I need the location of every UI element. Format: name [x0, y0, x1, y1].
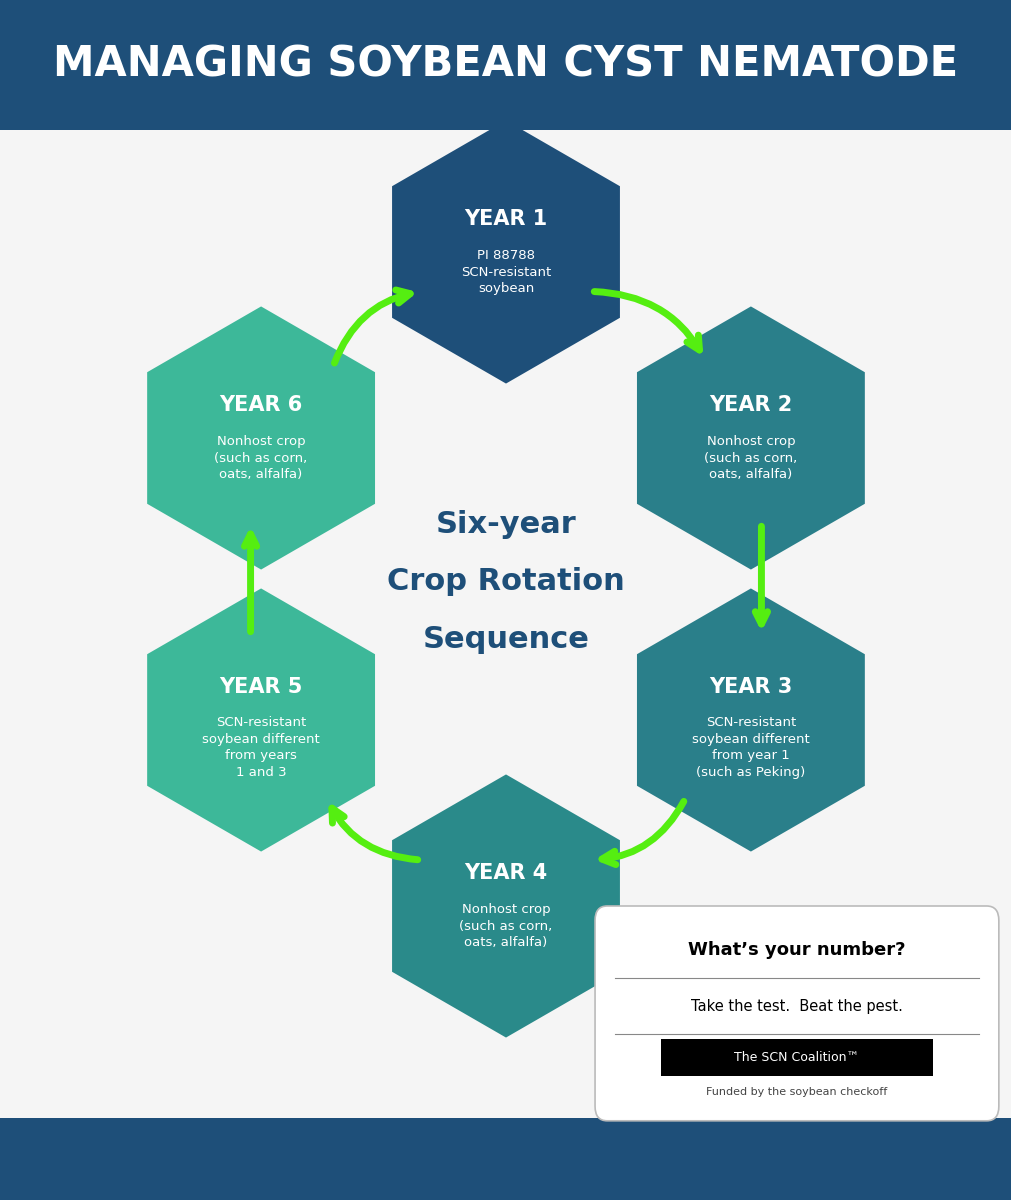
Text: YEAR 3: YEAR 3 — [709, 677, 792, 697]
Text: Nonhost crop
(such as corn,
oats, alfalfa): Nonhost crop (such as corn, oats, alfalf… — [459, 904, 552, 949]
Text: Nonhost crop
(such as corn,
oats, alfalfa): Nonhost crop (such as corn, oats, alfalf… — [704, 436, 797, 481]
FancyBboxPatch shape — [660, 1039, 932, 1076]
Text: Take the test.  Beat the pest.: Take the test. Beat the pest. — [691, 1000, 902, 1014]
Text: PI 88788
SCN-resistant
soybean: PI 88788 SCN-resistant soybean — [460, 250, 551, 295]
Text: Crop Rotation: Crop Rotation — [387, 568, 624, 596]
Text: YEAR 6: YEAR 6 — [219, 395, 302, 415]
FancyBboxPatch shape — [0, 1118, 1011, 1200]
Text: Nonhost crop
(such as corn,
oats, alfalfa): Nonhost crop (such as corn, oats, alfalf… — [214, 436, 307, 481]
Polygon shape — [636, 588, 864, 852]
Text: YEAR 2: YEAR 2 — [709, 395, 792, 415]
FancyBboxPatch shape — [0, 0, 1011, 130]
Text: The SCN Coalition™: The SCN Coalition™ — [734, 1051, 858, 1064]
Polygon shape — [636, 306, 864, 570]
Polygon shape — [147, 306, 375, 570]
Text: SCN-resistant
soybean different
from years
1 and 3: SCN-resistant soybean different from yea… — [202, 716, 319, 779]
Text: Funded by the soybean checkoff: Funded by the soybean checkoff — [706, 1087, 887, 1097]
Text: Sequence: Sequence — [423, 625, 588, 654]
Text: What’s your number?: What’s your number? — [687, 941, 905, 960]
Text: YEAR 1: YEAR 1 — [464, 209, 547, 229]
Text: YEAR 5: YEAR 5 — [219, 677, 302, 697]
Polygon shape — [391, 774, 620, 1038]
FancyBboxPatch shape — [594, 906, 998, 1121]
Text: SCN-resistant
soybean different
from year 1
(such as Peking): SCN-resistant soybean different from yea… — [692, 716, 809, 779]
Polygon shape — [391, 120, 620, 384]
Polygon shape — [147, 588, 375, 852]
Text: MANAGING SOYBEAN CYST NEMATODE: MANAGING SOYBEAN CYST NEMATODE — [54, 43, 957, 85]
Text: YEAR 4: YEAR 4 — [464, 863, 547, 883]
Text: Six-year: Six-year — [435, 510, 576, 539]
